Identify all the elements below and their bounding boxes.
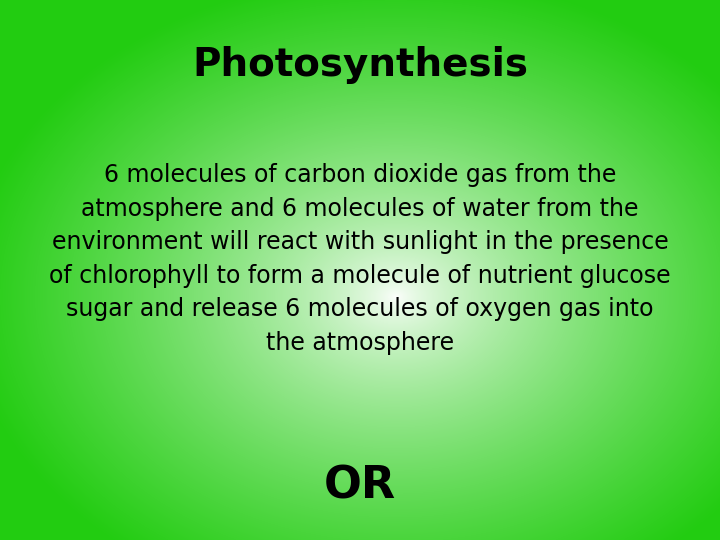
Text: 6 molecules of carbon dioxide gas from the
atmosphere and 6 molecules of water f: 6 molecules of carbon dioxide gas from t… [49,164,671,355]
Text: Photosynthesis: Photosynthesis [192,46,528,84]
Text: OR: OR [324,464,396,508]
